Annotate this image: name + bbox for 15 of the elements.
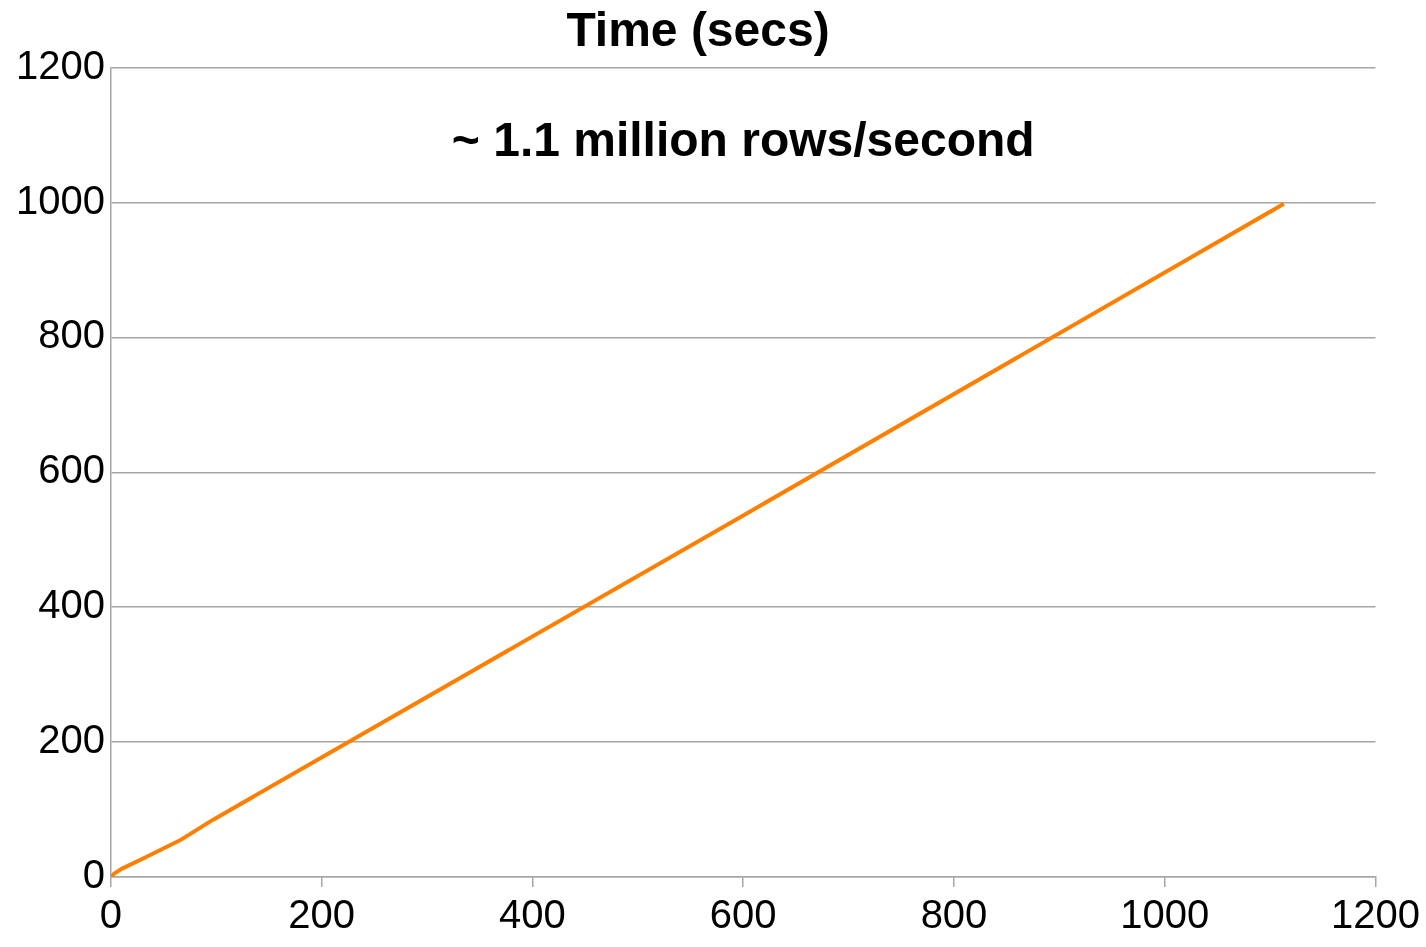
- y-tick-label: 1000: [16, 177, 105, 222]
- x-tick-label: 1200: [1331, 892, 1420, 937]
- y-tick-label: 0: [82, 852, 105, 897]
- annotation: ~ 1.1 million rows/second: [451, 112, 1035, 166]
- y-tick-label: 400: [38, 582, 105, 627]
- y-tick-label: 1200: [16, 42, 105, 87]
- x-tick-label: 200: [288, 892, 356, 937]
- x-tick-label: 400: [499, 892, 566, 937]
- y-tick-label: 800: [38, 312, 105, 357]
- x-tick-label: 1000: [1120, 892, 1210, 937]
- y-tick-label: 200: [38, 717, 105, 762]
- chart-title: Time (secs): [566, 3, 830, 57]
- y-tick-label: 600: [38, 447, 105, 492]
- x-tick-label: 800: [920, 892, 988, 937]
- x-tick-label: 600: [709, 892, 777, 937]
